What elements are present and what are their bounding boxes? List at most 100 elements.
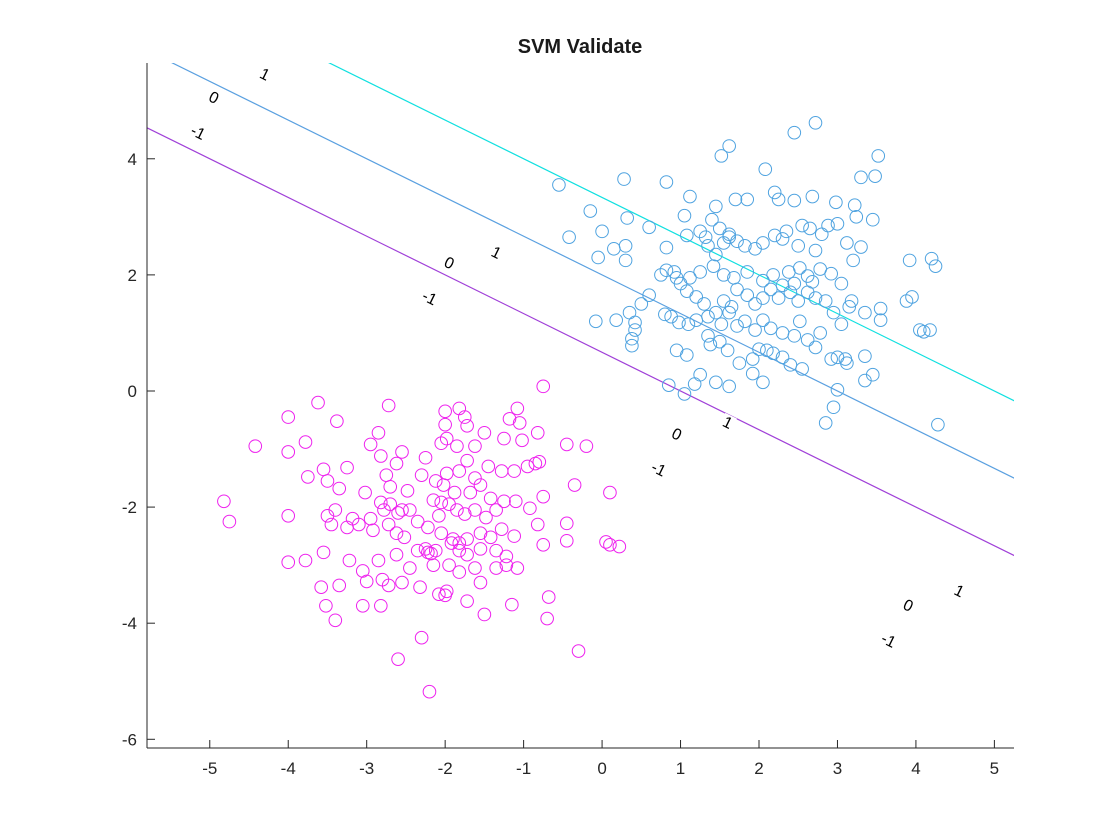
data-point (756, 236, 770, 250)
data-point (716, 268, 731, 282)
x-tick-label: -3 (359, 759, 374, 778)
data-point (854, 170, 868, 185)
data-point (680, 228, 694, 243)
data-point (779, 224, 794, 239)
data-point (659, 263, 674, 278)
data-point (452, 565, 467, 579)
data-point (432, 508, 446, 523)
data-point (479, 510, 493, 525)
data-point (840, 356, 854, 370)
data-point (727, 270, 741, 285)
data-point (383, 497, 398, 511)
data-point (642, 220, 656, 235)
data-point (771, 192, 786, 207)
data-point (787, 276, 802, 291)
contour-label-gap (875, 629, 901, 653)
data-point (667, 265, 682, 279)
data-point (840, 236, 854, 250)
contour-label-gap (416, 286, 442, 310)
data-point (658, 307, 672, 322)
data-point (520, 459, 535, 474)
data-point (389, 526, 404, 541)
data-point (316, 545, 331, 560)
data-point (854, 240, 868, 254)
data-point (512, 416, 527, 430)
data-point (931, 417, 945, 432)
data-point (865, 212, 880, 227)
data-point (693, 265, 707, 279)
data-point (740, 265, 755, 279)
data-point (397, 530, 412, 545)
y-tick-label: 2 (128, 266, 137, 285)
data-point (728, 192, 743, 207)
contour-label-gap (667, 424, 686, 445)
data-point (722, 139, 736, 153)
data-point (681, 317, 696, 332)
data-point (791, 294, 806, 308)
x-tick-label: 2 (754, 759, 763, 778)
contour-line-level--1 (328, 63, 1014, 402)
data-point (709, 247, 723, 262)
data-point (834, 276, 849, 291)
data-point (628, 323, 642, 337)
data-point (389, 547, 404, 562)
data-point (791, 239, 806, 253)
data-point (463, 485, 478, 500)
data-point (400, 484, 415, 498)
data-point (871, 149, 886, 163)
data-point (395, 575, 409, 590)
data-point (532, 455, 547, 469)
data-point (438, 417, 452, 432)
data-point (316, 462, 331, 477)
data-point (808, 340, 823, 355)
data-point (738, 239, 752, 253)
x-tick-label: 0 (597, 759, 606, 778)
data-point (363, 511, 378, 526)
data-point (808, 115, 823, 130)
y-tick-label: -4 (122, 614, 137, 633)
data-point (622, 305, 637, 320)
data-point (324, 517, 339, 532)
data-point (507, 464, 522, 478)
data-point (414, 468, 429, 482)
contour-label-gap (718, 412, 737, 433)
y-tick-label: -6 (122, 730, 137, 749)
data-point (410, 543, 425, 558)
data-point (222, 514, 237, 529)
data-point (426, 493, 441, 507)
data-point (677, 387, 692, 401)
data-point (697, 297, 711, 311)
data-point (363, 437, 378, 452)
data-point (775, 278, 790, 293)
data-point (763, 282, 778, 297)
data-point (703, 337, 718, 352)
data-point (460, 419, 474, 433)
data-point (319, 598, 333, 613)
data-point (438, 588, 452, 603)
data-point (599, 535, 613, 549)
data-point (381, 398, 396, 413)
data-point (793, 261, 807, 275)
data-point (311, 395, 325, 410)
data-point (468, 561, 482, 575)
data-point (403, 503, 417, 517)
data-point (434, 436, 449, 451)
data-point (607, 241, 621, 256)
data-point (436, 478, 451, 492)
data-point (217, 494, 231, 509)
data-point (899, 294, 914, 308)
data-point (434, 495, 449, 510)
contour-label-gap (898, 595, 918, 616)
data-point (722, 230, 736, 244)
data-point (395, 503, 409, 517)
data-point (634, 297, 649, 311)
data-point (760, 343, 774, 358)
data-point (680, 348, 694, 362)
data-point (595, 224, 609, 239)
data-point (515, 433, 529, 448)
data-point (460, 453, 474, 468)
data-point (428, 543, 443, 558)
data-point (775, 350, 790, 365)
data-point (709, 375, 723, 390)
data-point (499, 558, 514, 572)
